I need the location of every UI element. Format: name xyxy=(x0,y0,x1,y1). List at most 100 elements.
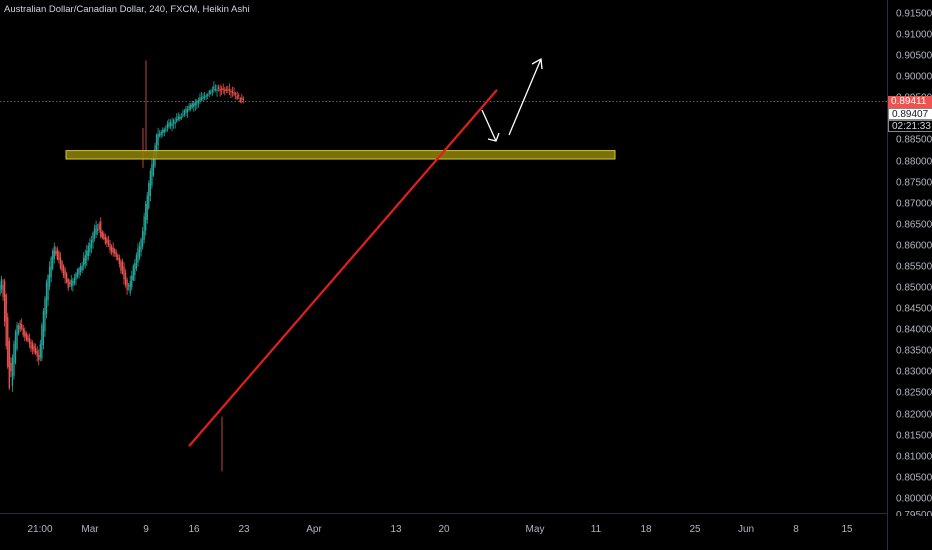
candle-body xyxy=(112,247,114,253)
candle-body xyxy=(66,273,68,283)
time-tick-label: Mar xyxy=(81,524,99,535)
candle-body xyxy=(186,109,189,113)
candle-body xyxy=(169,121,172,127)
candle-body xyxy=(140,239,142,252)
candle-body xyxy=(4,281,6,322)
candle-body xyxy=(39,343,41,358)
candle-body xyxy=(93,228,96,239)
candle-body xyxy=(11,357,14,387)
time-tick-label: 18 xyxy=(640,524,652,535)
price-tick-label: 0.90500 xyxy=(896,50,932,62)
chart-svg[interactable] xyxy=(0,0,887,513)
price-tick-label: 0.82000 xyxy=(896,409,932,421)
candle-body xyxy=(182,114,184,117)
candle-body xyxy=(48,266,51,287)
candle-body xyxy=(41,325,43,359)
symbol-title: Australian Dollar/Canadian Dollar, 240, … xyxy=(4,4,250,15)
candle-body xyxy=(5,294,7,347)
candle-body xyxy=(168,122,170,128)
candle-body xyxy=(239,98,241,103)
candle-body xyxy=(58,251,60,260)
time-tick-label: 8 xyxy=(793,524,799,535)
candle-body xyxy=(38,355,40,361)
time-tick-label: 9 xyxy=(143,524,149,535)
candle-body xyxy=(10,362,12,372)
price-tick-label: 0.83500 xyxy=(896,345,932,357)
candle-body xyxy=(234,93,237,95)
candle-body xyxy=(42,310,45,346)
candle-body xyxy=(56,248,58,260)
candle-body xyxy=(238,95,240,97)
candle-body xyxy=(148,183,150,209)
candle-body xyxy=(69,282,71,285)
candle-body xyxy=(0,284,1,295)
candle-body xyxy=(171,123,173,126)
candle-body xyxy=(62,265,65,276)
candle-body xyxy=(177,116,179,120)
candle-body xyxy=(190,104,192,109)
price-tick-label: 0.85500 xyxy=(896,261,932,273)
candle-body xyxy=(157,133,159,146)
candle-body xyxy=(216,89,218,92)
candle-body xyxy=(151,164,153,186)
candle-body xyxy=(76,269,79,277)
candle-body xyxy=(120,260,122,271)
candle-body xyxy=(174,122,176,124)
candle-body xyxy=(31,343,34,350)
candle-body xyxy=(24,330,26,337)
candle-body xyxy=(146,195,148,221)
price-tick-label: 0.84500 xyxy=(896,303,932,315)
candle-body xyxy=(109,244,111,251)
candle-body xyxy=(219,89,221,92)
candle-body xyxy=(103,233,105,240)
candle-body xyxy=(138,246,141,259)
candle-body xyxy=(33,346,35,352)
candle-body xyxy=(118,257,120,264)
candle-body xyxy=(137,248,139,263)
candle-body xyxy=(72,280,74,286)
time-tick-label: Apr xyxy=(306,524,322,535)
candle-body xyxy=(36,351,38,357)
candle-body xyxy=(159,133,161,137)
candle-body xyxy=(197,99,200,103)
candle-body xyxy=(78,267,80,275)
candle-body xyxy=(89,243,91,253)
candle-body xyxy=(97,229,99,231)
candle-body xyxy=(106,238,108,244)
time-axis[interactable]: 21:00 Mar 9 16 23 Apr 13 20 May 11 18 25 Jun 8 15 xyxy=(0,513,887,550)
time-tick-label: 21:00 xyxy=(27,524,53,535)
candle-body xyxy=(214,88,217,91)
candle-body xyxy=(107,240,110,245)
candle-body xyxy=(241,97,243,100)
candle-body xyxy=(16,325,18,349)
candle-body xyxy=(224,89,226,92)
price-axis[interactable]: 0.915000.910000.905000.900000.895000.890… xyxy=(887,0,932,550)
candle-body xyxy=(0,279,3,290)
candle-body xyxy=(7,316,9,368)
candle-body xyxy=(211,89,213,93)
candle-body xyxy=(225,88,227,91)
price-tick-label: 0.88500 xyxy=(896,134,932,146)
candle-body xyxy=(8,340,10,389)
candle-body xyxy=(79,265,82,273)
candle-body xyxy=(227,89,229,91)
candle-body xyxy=(44,298,46,332)
candle-body xyxy=(95,225,97,235)
candle-body xyxy=(162,129,164,134)
time-tick-label: Jun xyxy=(737,524,755,535)
candle-body xyxy=(199,97,201,102)
chart-canvas[interactable]: Australian Dollar/Canadian Dollar, 240, … xyxy=(0,0,887,513)
candle-body xyxy=(115,252,117,257)
candle-body xyxy=(114,249,116,254)
candle-body xyxy=(191,103,193,108)
candle-body xyxy=(104,237,107,244)
candle-body xyxy=(193,103,195,107)
candle-body xyxy=(176,118,178,122)
price-tick-label: 0.83000 xyxy=(896,366,932,378)
candle-body xyxy=(152,155,155,176)
candle-body xyxy=(35,348,37,354)
price-tick-label: 0.82500 xyxy=(896,387,932,399)
candle-body xyxy=(100,221,102,237)
candle-body xyxy=(27,335,29,342)
price-tick-label: 0.91500 xyxy=(896,8,932,20)
